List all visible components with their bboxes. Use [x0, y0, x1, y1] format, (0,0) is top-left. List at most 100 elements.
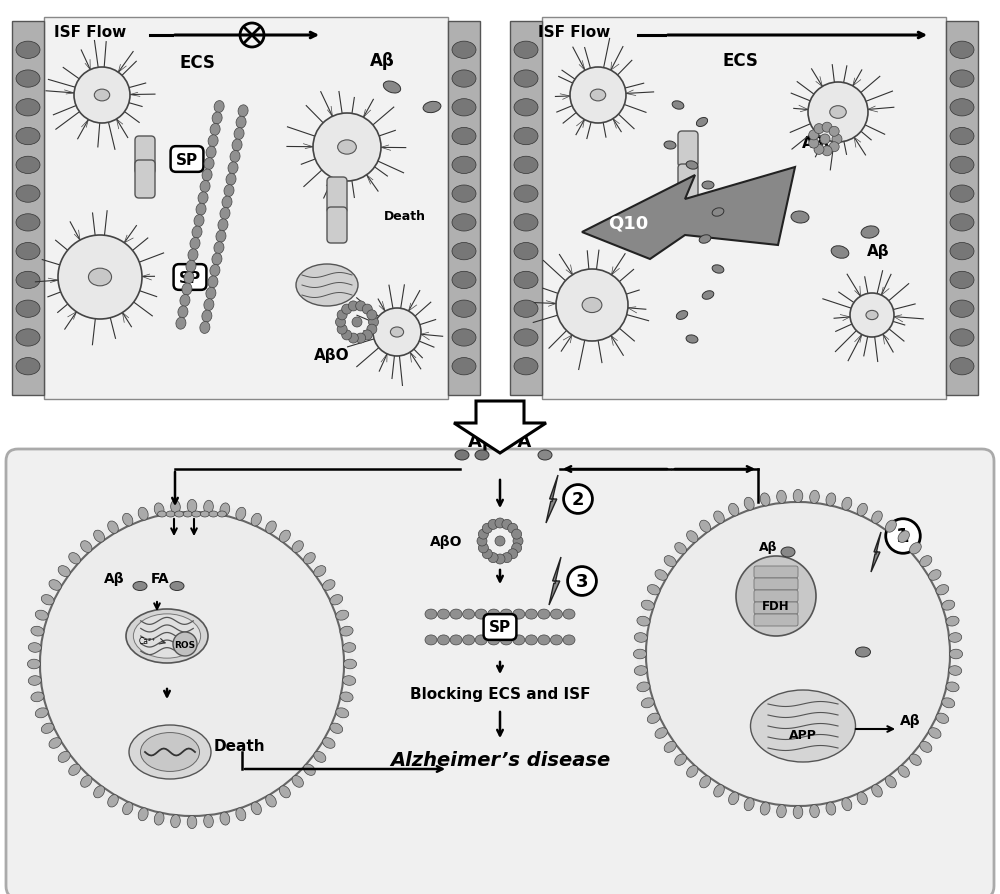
Ellipse shape — [647, 585, 660, 595]
Circle shape — [822, 123, 832, 133]
Circle shape — [373, 308, 421, 357]
Ellipse shape — [340, 627, 353, 637]
Ellipse shape — [292, 541, 303, 552]
Ellipse shape — [94, 786, 105, 798]
FancyBboxPatch shape — [754, 614, 798, 627]
Ellipse shape — [950, 71, 974, 89]
Ellipse shape — [41, 595, 54, 605]
Ellipse shape — [687, 765, 698, 778]
Ellipse shape — [176, 318, 186, 330]
Ellipse shape — [292, 776, 303, 788]
Ellipse shape — [885, 776, 896, 788]
Ellipse shape — [133, 582, 147, 591]
Ellipse shape — [208, 136, 218, 148]
Ellipse shape — [950, 186, 974, 203]
Circle shape — [822, 147, 832, 156]
Ellipse shape — [500, 610, 512, 620]
Ellipse shape — [514, 243, 538, 260]
Ellipse shape — [590, 90, 606, 102]
Ellipse shape — [514, 300, 538, 318]
Ellipse shape — [950, 272, 974, 290]
Ellipse shape — [314, 566, 326, 577]
Ellipse shape — [513, 636, 525, 645]
Ellipse shape — [513, 610, 525, 620]
Ellipse shape — [550, 610, 562, 620]
Ellipse shape — [343, 643, 356, 653]
Ellipse shape — [183, 511, 192, 518]
FancyBboxPatch shape — [542, 18, 946, 400]
Ellipse shape — [793, 490, 803, 503]
Ellipse shape — [842, 798, 852, 811]
Ellipse shape — [714, 511, 724, 524]
Ellipse shape — [857, 503, 867, 517]
FancyBboxPatch shape — [678, 131, 698, 168]
Text: FDH: FDH — [762, 600, 790, 612]
Ellipse shape — [224, 185, 234, 198]
FancyBboxPatch shape — [754, 578, 798, 590]
Ellipse shape — [204, 299, 214, 311]
Ellipse shape — [423, 102, 441, 114]
Ellipse shape — [138, 508, 148, 520]
Ellipse shape — [675, 755, 686, 765]
Ellipse shape — [188, 249, 198, 261]
Ellipse shape — [210, 266, 220, 277]
Ellipse shape — [438, 610, 450, 620]
Ellipse shape — [81, 776, 92, 788]
Circle shape — [482, 549, 492, 559]
Circle shape — [31, 503, 353, 825]
Text: AβO: AβO — [314, 348, 350, 363]
Ellipse shape — [514, 186, 538, 203]
Circle shape — [495, 519, 505, 528]
Ellipse shape — [16, 186, 40, 203]
Ellipse shape — [16, 300, 40, 318]
Ellipse shape — [236, 117, 246, 129]
Text: Alzheimer’s disease: Alzheimer’s disease — [390, 750, 610, 769]
Ellipse shape — [16, 243, 40, 260]
Circle shape — [495, 554, 505, 564]
Circle shape — [488, 519, 498, 530]
FancyBboxPatch shape — [12, 22, 44, 395]
Ellipse shape — [343, 660, 357, 669]
Ellipse shape — [234, 129, 244, 140]
Ellipse shape — [196, 204, 206, 216]
Ellipse shape — [166, 511, 175, 518]
FancyBboxPatch shape — [135, 161, 155, 198]
Ellipse shape — [842, 498, 852, 510]
Ellipse shape — [525, 636, 537, 645]
Ellipse shape — [69, 553, 80, 564]
Ellipse shape — [230, 151, 240, 164]
Ellipse shape — [830, 106, 846, 119]
Ellipse shape — [108, 795, 118, 807]
Circle shape — [512, 529, 522, 539]
Ellipse shape — [16, 71, 40, 89]
Ellipse shape — [343, 676, 356, 686]
Ellipse shape — [910, 755, 921, 765]
Ellipse shape — [634, 666, 647, 676]
Ellipse shape — [514, 71, 538, 89]
Circle shape — [356, 333, 366, 343]
Ellipse shape — [323, 738, 335, 748]
Text: Aβ: Aβ — [900, 713, 921, 727]
Polygon shape — [454, 401, 546, 453]
Ellipse shape — [946, 617, 959, 627]
Ellipse shape — [637, 682, 650, 692]
Ellipse shape — [210, 124, 220, 136]
Ellipse shape — [810, 491, 819, 504]
Ellipse shape — [942, 698, 955, 708]
Ellipse shape — [672, 102, 684, 110]
Circle shape — [637, 493, 959, 815]
Ellipse shape — [856, 647, 870, 657]
Ellipse shape — [760, 493, 770, 506]
Ellipse shape — [488, 636, 500, 645]
Ellipse shape — [251, 802, 261, 814]
Ellipse shape — [129, 725, 211, 780]
Ellipse shape — [872, 785, 882, 797]
Ellipse shape — [538, 636, 550, 645]
Ellipse shape — [123, 802, 133, 814]
Ellipse shape — [857, 792, 867, 805]
Circle shape — [362, 305, 372, 315]
Circle shape — [348, 333, 358, 343]
FancyBboxPatch shape — [448, 22, 480, 395]
Ellipse shape — [950, 215, 974, 232]
Ellipse shape — [463, 610, 475, 620]
